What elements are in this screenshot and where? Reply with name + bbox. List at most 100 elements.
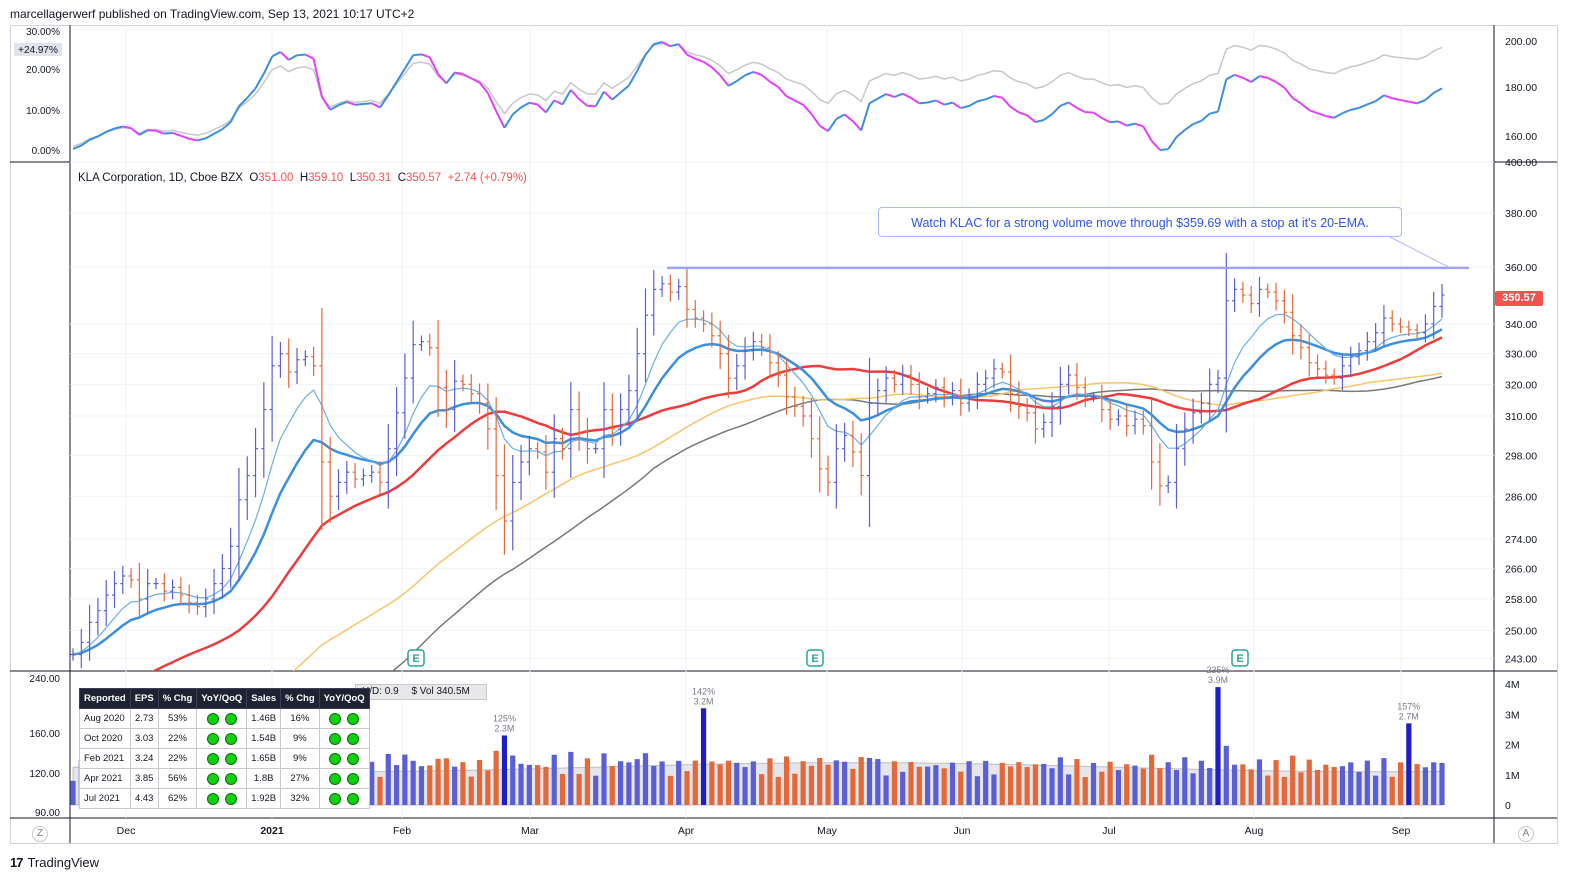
volume-bar <box>634 759 640 805</box>
tradingview-logo-icon: 17 <box>10 855 24 870</box>
volume-bar <box>817 758 823 805</box>
rs-line-segment <box>594 91 605 107</box>
rs-line-segment <box>1259 75 1268 79</box>
auto-scale-button[interactable]: A <box>1518 826 1534 842</box>
rs-line-segment <box>1317 112 1327 118</box>
volume-bar <box>1223 745 1229 805</box>
volume-bar <box>700 708 707 805</box>
green-dot-icon <box>206 752 219 765</box>
earnings-marker-box <box>1231 649 1249 667</box>
volume-bar <box>966 761 972 805</box>
cell-eps-yoy <box>196 748 248 769</box>
rs-line-segment <box>852 120 862 132</box>
rs-line-segment <box>835 113 846 120</box>
rs-line-segment <box>279 51 290 61</box>
volume-bar <box>825 764 831 805</box>
green-dot-icon <box>224 752 237 765</box>
cell-sales-chg: 9% <box>280 748 320 769</box>
volume-bar <box>369 761 375 805</box>
sma50-line <box>151 336 1443 671</box>
green-dot-icon <box>347 792 360 805</box>
cell-sales-yoy <box>318 728 370 749</box>
rs-line-segment <box>769 80 779 88</box>
cell-sales-yoy <box>318 788 370 809</box>
volume-bar <box>1381 758 1387 805</box>
volume-bar <box>908 762 914 805</box>
trade-note-callout[interactable]: Watch KLAC for a strong volume move thro… <box>878 207 1402 237</box>
rs-line-segment <box>1167 136 1178 150</box>
rs-line-segment <box>1101 117 1111 124</box>
time-tick-label: Dec <box>117 825 136 837</box>
volume-bar <box>1422 767 1429 805</box>
cell-sales: 1.46B <box>246 708 282 729</box>
volume-bar <box>775 776 781 805</box>
volume-bar <box>584 758 591 805</box>
rs-line-segment <box>172 131 182 137</box>
rs-line-segment <box>486 92 498 112</box>
rs-line-segment <box>877 93 887 100</box>
rs-line-segment <box>1242 76 1252 83</box>
volume-bar <box>601 753 607 805</box>
green-dot-icon <box>329 752 342 765</box>
volume-left-tick-label: 90.00 <box>35 808 60 819</box>
col-eps-yoy: YoY/QoQ <box>196 688 248 709</box>
rs-line-segment <box>1126 122 1136 127</box>
volume-bar <box>991 774 997 805</box>
rs-line-segment <box>155 129 165 135</box>
volume-bar <box>70 780 76 805</box>
rs-line-segment <box>1225 73 1236 81</box>
rs-line-segment <box>1283 86 1294 99</box>
rs-line-segment <box>1234 73 1244 79</box>
rs-line-segment <box>993 95 1003 99</box>
rs-line-segment <box>1217 79 1228 112</box>
col-eps-chg: % Chg <box>157 688 198 709</box>
volume-left-tick-label: 240.00 <box>29 674 60 685</box>
green-dot-icon <box>329 732 342 745</box>
cell-eps: 3.24 <box>129 748 159 769</box>
rs-line-segment <box>570 89 580 100</box>
volume-bar <box>1256 759 1263 805</box>
green-dot-icon <box>329 792 342 805</box>
volume-bar <box>1173 770 1180 805</box>
rs-line-segment <box>636 54 647 72</box>
rs-line-segment <box>1416 99 1426 105</box>
rs-line-segment <box>1209 110 1219 115</box>
volume-bar <box>1132 765 1138 805</box>
volume-bar <box>1265 775 1271 805</box>
volume-bar <box>1439 762 1445 805</box>
zoom-button[interactable]: Z <box>32 826 48 842</box>
rs-line-segment <box>644 43 655 56</box>
volume-bar <box>1016 762 1022 805</box>
rs-line-segment <box>894 92 904 98</box>
rs-line-segment <box>413 53 422 57</box>
volume-bar <box>576 773 582 805</box>
price-tick-label: 320.00 <box>1505 379 1537 391</box>
rs-line-segment <box>288 54 298 61</box>
volume-tick-label: 3M <box>1505 709 1520 721</box>
volume-bar <box>435 758 441 805</box>
rs-line-segment <box>1150 140 1161 151</box>
volume-bar <box>1149 754 1155 805</box>
rs-line-segment <box>312 58 323 98</box>
cell-sales-chg: 16% <box>280 708 320 729</box>
volume-bar <box>1240 764 1246 805</box>
col-sales: Sales <box>246 688 282 709</box>
price-tick-label: 340.00 <box>1505 319 1537 331</box>
rs-line-segment <box>1292 97 1302 105</box>
rs-line-segment <box>1134 122 1144 128</box>
rs-line-segment <box>404 54 415 70</box>
time-tick-label: Jul <box>1102 825 1115 837</box>
legend-close: 350.57 <box>406 172 442 184</box>
rs-line-segment <box>180 134 190 140</box>
rs-line-segment <box>89 135 99 141</box>
ema10-line <box>72 313 1443 656</box>
volume-tick-label: 1M <box>1505 770 1520 782</box>
rs-line-segment <box>1392 97 1401 101</box>
price-tick-label: 243.00 <box>1505 654 1537 666</box>
legend-open: 351.00 <box>258 172 294 184</box>
rs-line-segment <box>951 101 962 109</box>
green-dot-icon <box>329 772 342 785</box>
cell-reported: Jul 2021 <box>79 788 131 809</box>
rs-line-segment <box>977 98 986 103</box>
volume-tick-label: 4M <box>1505 679 1520 691</box>
